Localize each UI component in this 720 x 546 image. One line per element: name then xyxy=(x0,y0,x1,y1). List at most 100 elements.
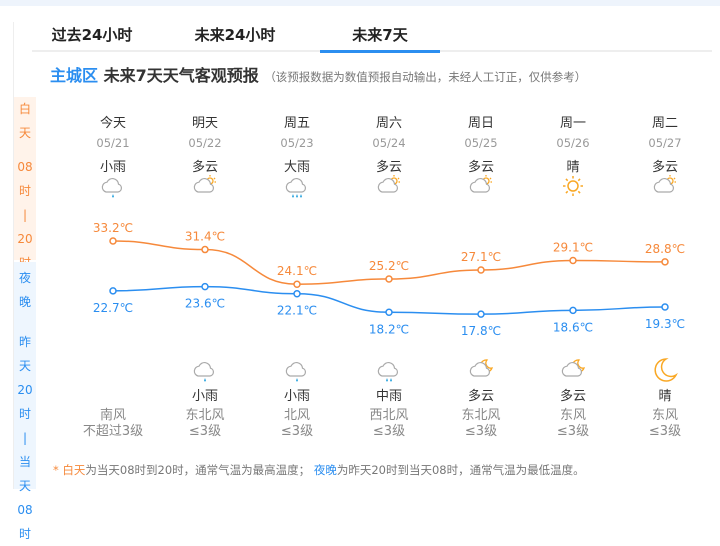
wind-info: 东风 ≤3级 xyxy=(619,408,711,440)
wind-info: 北风 ≤3级 xyxy=(251,408,343,440)
band-char: | xyxy=(22,208,28,222)
low-temp-label: 18.2℃ xyxy=(369,322,409,336)
high-temp-label: 28.8℃ xyxy=(645,242,685,256)
band-char: | xyxy=(22,431,28,445)
wind-level: ≤3级 xyxy=(188,424,222,439)
low-temp-point xyxy=(293,289,301,298)
band-char: 白 xyxy=(18,102,31,116)
band-char: 时 xyxy=(18,184,31,198)
day-weather: 晴 xyxy=(566,160,580,175)
wind-direction: 南风 xyxy=(99,408,126,423)
tab-next-24h[interactable]: 未来24小时 xyxy=(194,26,276,44)
wind-info: 东北风 ≤3级 xyxy=(159,408,251,440)
day-date: 05/24 xyxy=(372,136,406,150)
high-temp-point xyxy=(293,280,301,288)
day-weather: 多云 xyxy=(191,160,218,175)
wind-info: 南风 不超过3级 xyxy=(67,408,159,440)
temperature-chart: 33.2℃ 31.4℃ 24.1℃ 25.2℃ 27.1℃ 29.1℃ 28.8℃ 22.7℃… xyxy=(93,221,685,338)
band-char: 20 xyxy=(17,383,33,397)
partly-cloudy-icon xyxy=(343,174,435,198)
divider xyxy=(13,22,14,489)
wind-level: ≤3级 xyxy=(648,424,682,439)
tab-next-7d[interactable]: 未来7天 xyxy=(320,24,440,53)
light-rain-icon xyxy=(251,358,343,384)
day-date: 05/22 xyxy=(188,136,222,150)
low-temp-point xyxy=(109,287,117,295)
partly-cloudy-icon xyxy=(619,174,711,198)
high-temp-label: 27.1℃ xyxy=(461,250,501,264)
footer-star: * xyxy=(53,463,63,477)
day-weather: 小雨 xyxy=(99,160,126,175)
night-weather: 小雨 xyxy=(283,389,310,404)
band-char: 晚 xyxy=(18,295,31,309)
tab-bar: 过去24小时 未来24小时 未来7天 xyxy=(32,22,712,53)
band-char: 时 xyxy=(18,407,31,421)
wind-direction: 东北风 xyxy=(461,408,501,423)
partly-cloudy-night-icon xyxy=(435,358,527,384)
partly-cloudy-icon xyxy=(435,174,527,198)
day-weather: 大雨 xyxy=(283,160,310,175)
day-name: 周一 xyxy=(559,116,586,131)
day-date: 05/26 xyxy=(556,136,590,150)
low-temp-label: 19.3℃ xyxy=(645,317,685,331)
band-char: 08 xyxy=(17,503,33,517)
high-temp-label: 31.4℃ xyxy=(185,230,225,244)
wind-level: ≤3级 xyxy=(372,424,406,439)
day-name: 周五 xyxy=(283,116,310,131)
title-note: （该预报数据为数值预报自动输出，未经人工订正，仅供参考） xyxy=(264,70,587,84)
top-bar xyxy=(0,0,720,6)
footer-night: 夜晚 xyxy=(313,463,337,477)
sunny-icon xyxy=(527,174,619,198)
day-name: 明天 xyxy=(191,116,218,131)
high-temp-point xyxy=(201,245,209,254)
page-title: 主城区 未来7天天气客观预报 （该预报数据为数值预报自动输出，未经人工订正，仅供… xyxy=(50,62,586,86)
day-date: 05/25 xyxy=(464,136,498,150)
night-weather: 晴 xyxy=(658,389,672,404)
high-temp-point xyxy=(569,256,577,265)
wind-direction: 东北风 xyxy=(185,408,225,423)
wind-info: 西北风 ≤3级 xyxy=(343,408,435,440)
night-weather: 小雨 xyxy=(191,389,218,404)
band-char: 当 xyxy=(18,455,31,469)
wind-info: 东风 ≤3级 xyxy=(527,408,619,440)
wind-level: 不超过3级 xyxy=(82,424,144,439)
low-temp-label: 22.1℃ xyxy=(277,304,317,318)
wind-level: ≤3级 xyxy=(556,424,590,439)
day-name: 今天 xyxy=(99,116,126,131)
low-temp-label: 22.7℃ xyxy=(93,301,133,315)
wind-info: 东北风 ≤3级 xyxy=(435,408,527,440)
day-weather: 多云 xyxy=(375,160,402,175)
band-char: 天 xyxy=(18,359,31,373)
heavy-rain-icon xyxy=(251,174,343,198)
band-char: 天 xyxy=(18,126,31,140)
day-name: 周日 xyxy=(467,116,494,131)
high-temp-label: 25.2℃ xyxy=(369,259,409,273)
light-rain-icon xyxy=(159,358,251,384)
day-weather: 多云 xyxy=(651,160,678,175)
low-temp-point xyxy=(477,310,485,318)
low-temp-label: 17.8℃ xyxy=(461,324,501,338)
day-date: 05/23 xyxy=(280,136,314,150)
high-temp-point xyxy=(477,266,485,274)
clear-night-icon xyxy=(619,358,711,384)
high-temp-point xyxy=(385,275,393,283)
wind-direction: 西北风 xyxy=(369,408,409,423)
day-date: 05/21 xyxy=(96,136,130,150)
high-temp-label: 24.1℃ xyxy=(277,264,317,278)
night-weather: 多云 xyxy=(467,389,494,404)
footer-day-text: 为当天08时到20时，通常气温为最高温度； xyxy=(85,463,311,477)
partly-cloudy-icon xyxy=(159,174,251,198)
band-char: 时 xyxy=(18,527,31,541)
high-temp-point xyxy=(109,237,117,245)
moderate-rain-icon xyxy=(343,358,435,384)
low-temp-point xyxy=(661,303,669,311)
footer-night-text: 为昨天20时到当天08时，通常气温为最低温度。 xyxy=(336,463,585,477)
low-temp-point xyxy=(201,282,209,291)
low-temp-label: 18.6℃ xyxy=(553,320,593,334)
tab-past-24h[interactable]: 过去24小时 xyxy=(51,26,133,44)
high-temp-label: 33.2℃ xyxy=(93,221,133,235)
low-temp-label: 23.6℃ xyxy=(185,297,225,311)
wind-direction: 北风 xyxy=(283,408,310,423)
title-text: 未来7天天气客观预报 xyxy=(103,66,259,85)
band-char: 20 xyxy=(17,232,33,246)
